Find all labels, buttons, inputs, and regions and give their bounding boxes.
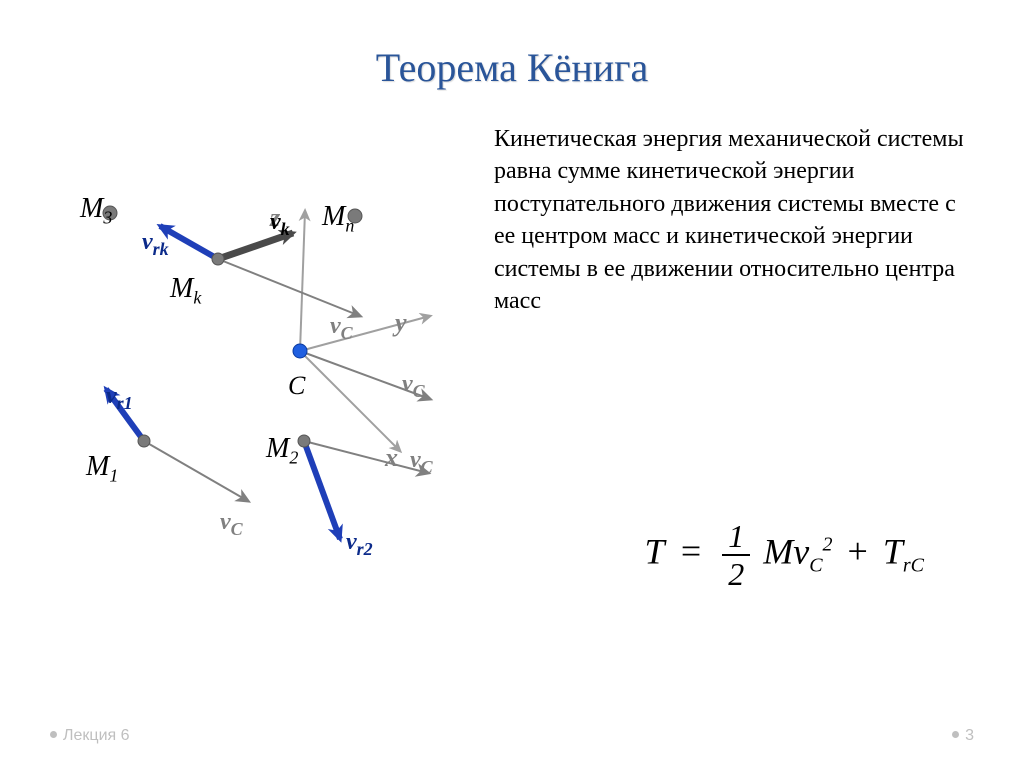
diagram-label: M3 [80, 193, 112, 229]
formula-TrC: T [883, 531, 903, 571]
footer: Лекция 6 3 [0, 727, 1024, 745]
formula-sup2: 2 [823, 533, 833, 555]
formula-fraction: 1 2 [722, 520, 750, 590]
diagram-label: vk [270, 209, 290, 240]
lecture-label: Лекция 6 [63, 727, 130, 744]
formula-M: M [763, 531, 793, 571]
footer-right: 3 [952, 727, 974, 745]
formula-subrC: rC [903, 554, 924, 576]
formula-den: 2 [722, 556, 750, 590]
diagram-label: vr2 [346, 529, 373, 560]
diagram-label: vC [220, 509, 243, 540]
diagram-label: vC [402, 371, 425, 402]
diagram-label: vrk [142, 229, 169, 260]
page-number: 3 [965, 727, 974, 744]
diagram-label: M1 [86, 451, 118, 487]
formula-T: T [645, 531, 664, 571]
bullet-icon [50, 731, 57, 738]
footer-left: Лекция 6 [50, 727, 130, 745]
formula-v: v [793, 531, 809, 571]
formula: T = 1 2 MvC2 + TrC [645, 520, 924, 590]
content-row: zyxCM3MnMkM1M2vrkvkvCvCvr1vCvr2vC Кинети… [0, 91, 1024, 571]
diagram-label: M2 [266, 433, 298, 469]
diagram-label: y [395, 308, 407, 338]
formula-num: 1 [722, 520, 750, 556]
diagram: zyxCM3MnMkM1M2vrkvkvCvCvr1vCvr2vC [50, 121, 490, 571]
formula-subC: C [809, 554, 822, 576]
formula-plus: + [848, 531, 868, 571]
diagram-label: C [288, 371, 305, 401]
diagram-label: vr1 [106, 383, 133, 414]
page-title: Теорема Кёнига [0, 0, 1024, 91]
diagram-label: vC [410, 447, 433, 478]
diagram-label: Mk [170, 273, 201, 309]
diagram-label: vC [330, 313, 353, 344]
theorem-text: Кинетическая энергия механической систем… [490, 121, 974, 571]
formula-eq: = [681, 531, 701, 571]
bullet-icon [952, 731, 959, 738]
diagram-label: Mn [322, 201, 354, 237]
diagram-label: x [385, 443, 398, 473]
